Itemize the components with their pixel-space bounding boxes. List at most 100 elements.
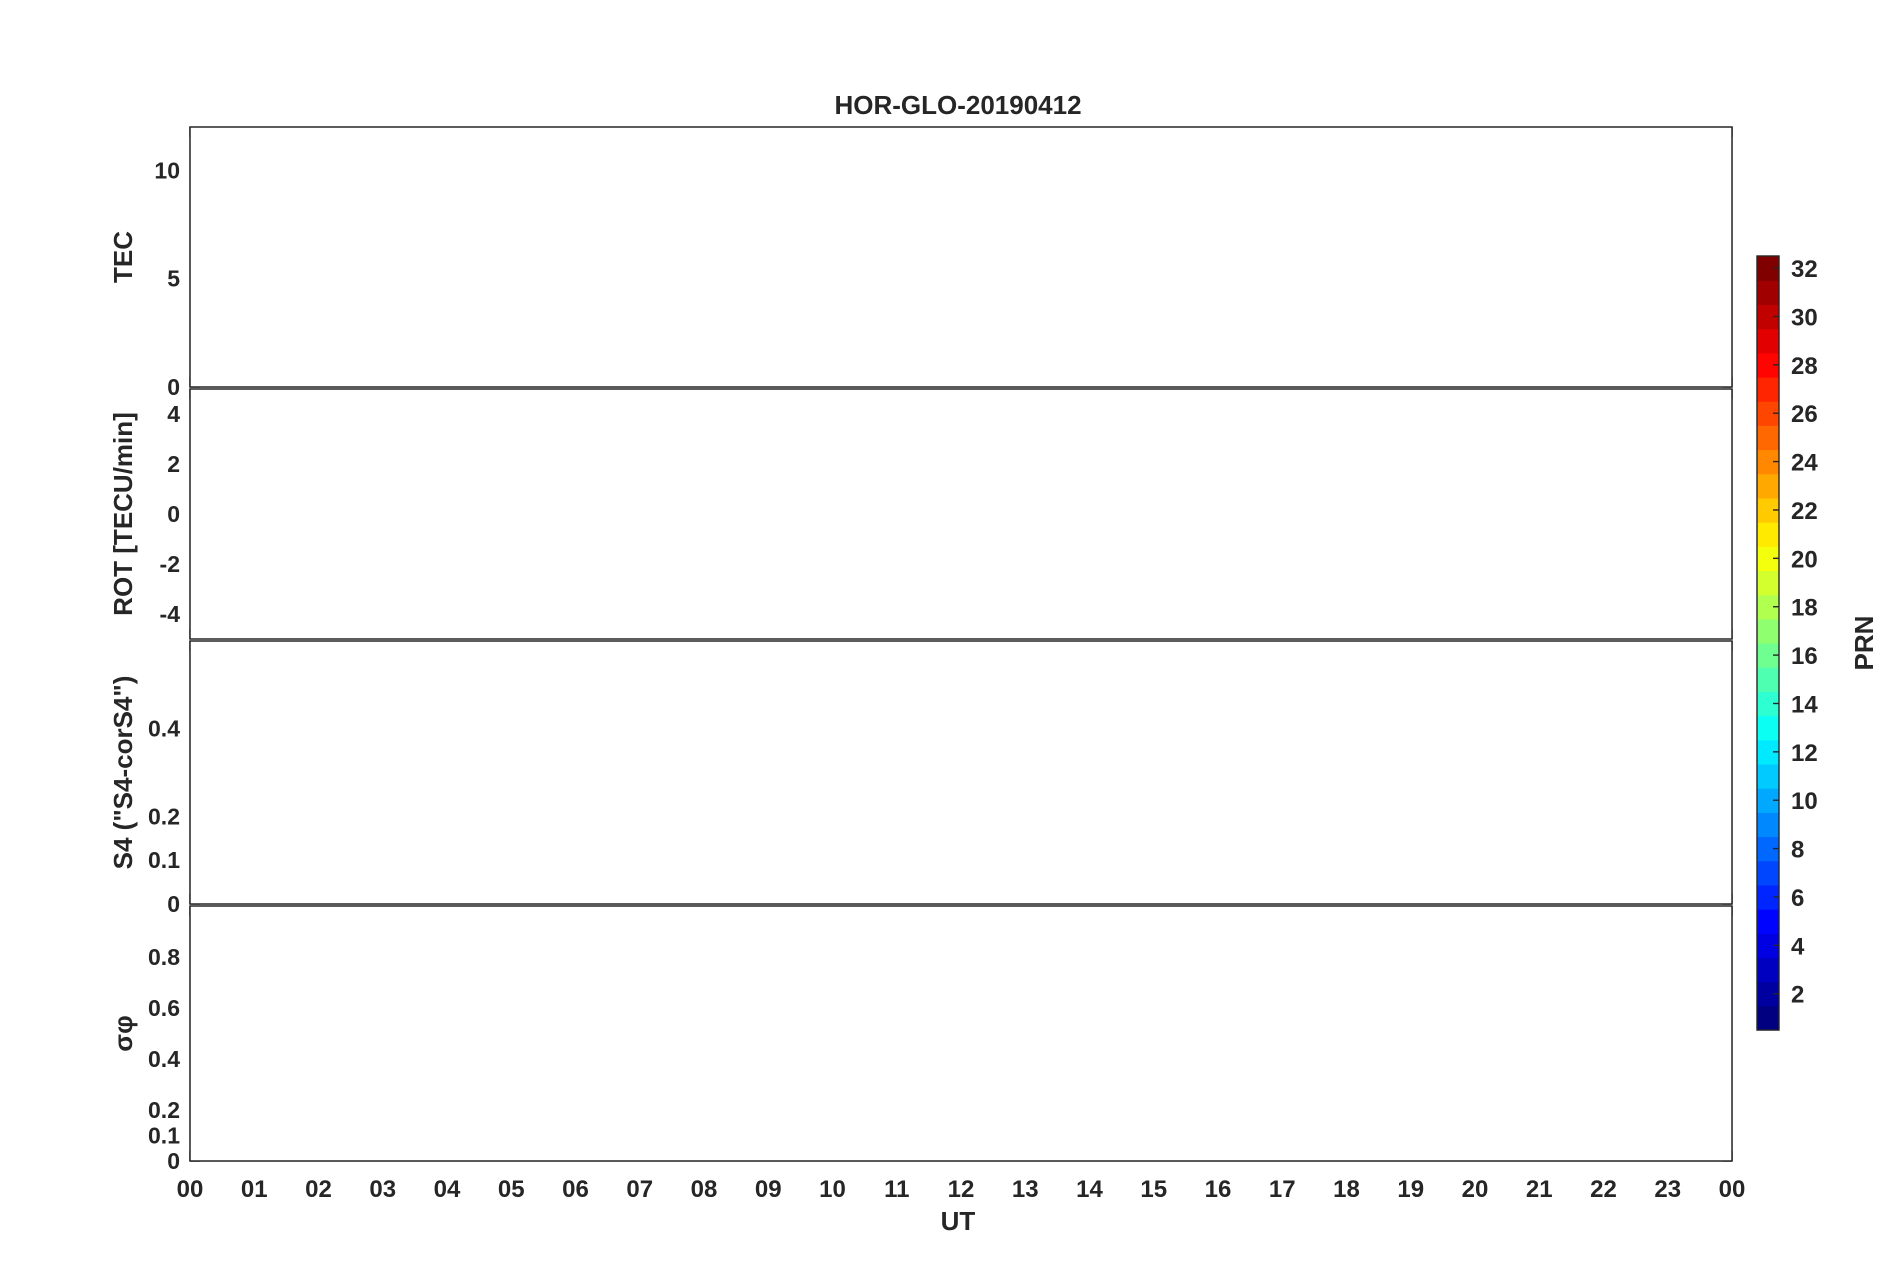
colorbar-bin bbox=[1757, 256, 1779, 281]
colorbar-bin bbox=[1757, 618, 1779, 644]
y-tick-label: 0.2 bbox=[148, 1097, 180, 1123]
colorbar-tick-label: 16 bbox=[1791, 643, 1818, 670]
colorbar-tick-label: 4 bbox=[1791, 933, 1805, 960]
y-axis-label: σφ bbox=[108, 1015, 138, 1051]
x-tick-label: 19 bbox=[1397, 1176, 1424, 1203]
colorbar-bin bbox=[1757, 401, 1779, 426]
colorbar-bin bbox=[1757, 425, 1779, 451]
x-tick-label: 07 bbox=[626, 1176, 653, 1203]
x-tick-label: 09 bbox=[755, 1176, 782, 1203]
colorbar-bin bbox=[1757, 788, 1779, 813]
colorbar-tick-label: 14 bbox=[1791, 691, 1818, 718]
colorbar-tick-label: 22 bbox=[1791, 498, 1818, 525]
colorbar-bin bbox=[1757, 570, 1779, 596]
x-tick-label: 03 bbox=[369, 1176, 396, 1203]
x-tick-label: 08 bbox=[691, 1176, 718, 1203]
y-tick-label: 0.1 bbox=[148, 1123, 180, 1149]
panel-sigma_phi_panel: 00.10.2 0.4 0.6 0.8 σφ bbox=[108, 905, 1733, 1174]
colorbar-bin bbox=[1757, 860, 1779, 886]
colorbar-tick-label: 32 bbox=[1791, 256, 1818, 283]
x-tick-label: 22 bbox=[1590, 1176, 1617, 1203]
colorbar-bin bbox=[1757, 280, 1779, 305]
y-tick-label: 0.4 bbox=[148, 1046, 180, 1072]
colorbar-bin bbox=[1757, 449, 1779, 475]
colorbar-bin bbox=[1757, 594, 1779, 620]
colorbar-tick-label: 10 bbox=[1791, 788, 1818, 815]
colorbar-bin bbox=[1757, 763, 1779, 789]
x-tick-label: 15 bbox=[1140, 1176, 1167, 1203]
colorbar-bin bbox=[1757, 909, 1779, 934]
x-tick-label: 14 bbox=[1076, 1176, 1103, 1203]
colorbar-bin bbox=[1757, 522, 1779, 547]
colorbar-bin bbox=[1757, 933, 1779, 959]
colorbar-tick-label: 28 bbox=[1791, 353, 1818, 380]
y-tick-label: 2 bbox=[167, 451, 180, 477]
y-tick-label: -4 bbox=[160, 601, 181, 627]
y-tick-label: 0 bbox=[167, 374, 180, 400]
y-tick-label: 0.8 bbox=[148, 944, 180, 970]
y-tick-label: 0.2 bbox=[148, 803, 180, 829]
colorbar-bin bbox=[1757, 304, 1779, 330]
colorbar-bin bbox=[1757, 328, 1779, 354]
x-tick-label: 17 bbox=[1269, 1176, 1296, 1203]
y-tick-label: 0.6 bbox=[148, 995, 180, 1021]
colorbar-tick-label: 6 bbox=[1791, 885, 1804, 912]
x-tick-label: 13 bbox=[1012, 1176, 1039, 1203]
y-axis-label: ROT [TECU/min] bbox=[108, 412, 138, 616]
x-tick-label: 00 bbox=[177, 1176, 204, 1203]
panel-frame bbox=[189, 640, 1733, 905]
y-tick-label: 4 bbox=[167, 401, 180, 427]
x-tick-label: 10 bbox=[819, 1176, 846, 1203]
colorbar-label: PRN bbox=[1849, 616, 1879, 671]
x-tick-label: 05 bbox=[498, 1176, 525, 1203]
colorbar-bin bbox=[1757, 715, 1779, 741]
colorbar-bin bbox=[1757, 981, 1779, 1007]
colorbar-bin bbox=[1757, 739, 1779, 765]
colorbar-bin bbox=[1757, 884, 1779, 910]
x-tick-label: 23 bbox=[1654, 1176, 1681, 1203]
panel-s4_panel: 0 0.1 0.2 0.4 S4 ("S4-corS4") bbox=[108, 640, 1733, 917]
y-tick-label: -2 bbox=[160, 551, 180, 577]
x-tick-label: 21 bbox=[1526, 1176, 1553, 1203]
y-tick-label: 0.4 bbox=[148, 716, 180, 742]
panel-rot_panel: -4 -2 0 2 4 ROT [TECU/min] bbox=[108, 388, 1733, 640]
colorbar-frame bbox=[1756, 255, 1780, 1031]
x-tick-label: 06 bbox=[562, 1176, 589, 1203]
x-tick-labels: 00 01 02 03 04 05 06 07 08 09 10 11 12 13 14 15 16 17 18 19… bbox=[177, 1176, 1746, 1203]
colorbar-tick-label: 8 bbox=[1791, 837, 1804, 864]
y-tick-label: 0 bbox=[167, 891, 180, 917]
colorbar-tick-label: 2 bbox=[1791, 982, 1804, 1009]
x-tick-label: 18 bbox=[1333, 1176, 1360, 1203]
colorbar-tick-label: 24 bbox=[1791, 450, 1818, 477]
panel-tec_panel: 0 5 10 TEC bbox=[108, 126, 1733, 400]
colorbar-tick-label: 18 bbox=[1791, 595, 1818, 622]
panel-frame bbox=[189, 388, 1733, 640]
colorbar-tick-label: 26 bbox=[1791, 401, 1818, 428]
colorbar-bin bbox=[1757, 473, 1779, 499]
x-tick-label: 00 bbox=[1719, 1176, 1746, 1203]
panel-frame bbox=[189, 905, 1733, 1162]
panel-frame bbox=[189, 126, 1733, 388]
x-tick-label: 11 bbox=[884, 1176, 909, 1203]
figure-title: HOR-GLO-20190412 bbox=[834, 90, 1081, 120]
x-tick-label: 02 bbox=[305, 1176, 332, 1203]
y-tick-label: 0 bbox=[167, 1148, 180, 1174]
x-tick-label: 01 bbox=[241, 1176, 268, 1203]
y-axis-label: S4 ("S4-corS4") bbox=[108, 676, 138, 870]
colorbar-bin bbox=[1757, 497, 1779, 523]
colorbar-tick-label: 12 bbox=[1791, 740, 1818, 767]
colorbar-bin bbox=[1757, 812, 1779, 838]
colorbar-bin bbox=[1757, 957, 1779, 983]
x-tick-label: 04 bbox=[434, 1176, 461, 1203]
y-tick-label: 10 bbox=[154, 157, 180, 183]
y-tick-label: 5 bbox=[167, 266, 180, 292]
x-tick-label: 20 bbox=[1462, 1176, 1489, 1203]
colorbar-bin bbox=[1757, 836, 1779, 862]
colorbar-bin bbox=[1757, 1005, 1779, 1031]
y-axis-label: TEC bbox=[108, 231, 138, 283]
y-tick-label: 0.1 bbox=[148, 847, 180, 873]
